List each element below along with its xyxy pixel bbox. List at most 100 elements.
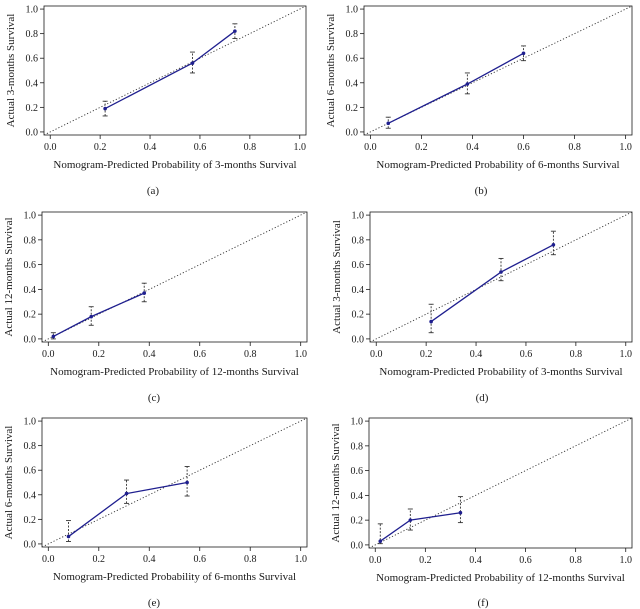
y-tick-label: 1.0 (26, 5, 39, 16)
y-axis-title: Actual 6-months Survival (325, 14, 337, 128)
x-tick-label: 0.0 (369, 555, 382, 566)
x-tick-label: 0.0 (42, 554, 55, 565)
x-tick-label: 0.2 (94, 142, 107, 153)
x-tick-label: 0.6 (519, 555, 532, 566)
x-tick-label: 0.6 (194, 142, 207, 153)
plot-frame (368, 417, 633, 549)
x-axis-title: Nomogram-Predicted Probability of 12-mon… (376, 572, 625, 584)
calibration-point (386, 121, 391, 126)
ideal-reference-line (370, 212, 632, 342)
y-tick-label: 0.6 (24, 466, 37, 477)
ideal-reference-line (42, 418, 307, 547)
calibration-line (104, 30, 236, 110)
y-tick-label: 0.8 (24, 235, 37, 246)
x-tick-label: 1.0 (619, 142, 632, 153)
x-tick-label: 0.2 (93, 554, 106, 565)
panel-label: (b) (475, 185, 488, 197)
calibration-point (124, 491, 129, 496)
panel-label: (d) (476, 392, 489, 404)
calibration-point (378, 539, 383, 543)
y-tick-label: 0.4 (24, 285, 37, 296)
y-tick-label: 0.2 (24, 310, 37, 321)
ideal-reference-line (369, 418, 632, 548)
calibration-point (408, 518, 413, 522)
y-tick-label: 0.6 (352, 260, 365, 271)
y-tick-label: 0.4 (352, 285, 365, 296)
y-tick-label: 0.8 (346, 29, 359, 40)
calibration-point (499, 270, 503, 274)
y-axis-title: Actual 3-months Survival (5, 14, 17, 128)
x-tick-label: 1.0 (294, 554, 307, 565)
x-tick-label: 0.8 (569, 555, 582, 566)
x-tick-label: 0.4 (469, 555, 482, 566)
ideal-reference-line (44, 6, 306, 135)
y-axis-title: Actual 6-months Survival (3, 426, 15, 540)
chart-panel-5: 0.0 0.2 0.4 0.6 0.8 1.0 0.0 0.2 0.4 0.6 0.8 1.0 Nomo… (3, 417, 308, 609)
x-tick-label: 0.4 (144, 142, 157, 153)
y-tick-label: 0.8 (352, 235, 365, 246)
x-axis-title: Nomogram-Predicted Probability of 6-mont… (53, 571, 296, 583)
y-tick-label: 0.2 (26, 103, 39, 114)
calibration-point (551, 243, 556, 247)
plot-frame (41, 211, 308, 343)
x-tick-label: 0.0 (364, 142, 377, 153)
y-tick-label: 0.2 (346, 103, 359, 114)
ideal-reference-line (42, 212, 307, 342)
x-tick-label: 0.8 (568, 142, 581, 153)
plot-frame (43, 5, 307, 136)
x-axis-title: Nomogram-Predicted Probability of 12-mon… (50, 366, 299, 378)
x-tick-label: 0.6 (193, 554, 206, 565)
plot-frame (369, 211, 633, 343)
x-tick-label: 0.0 (42, 349, 55, 360)
x-tick-label: 0.8 (244, 142, 257, 153)
x-tick-label: 0.4 (143, 554, 156, 565)
y-tick-label: 0.0 (351, 540, 364, 551)
y-tick-label: 1.0 (351, 417, 364, 428)
chart-panel-2: 0.0 0.2 0.4 0.6 0.8 1.00.00.20.40.60.81.0Nomo… (325, 5, 633, 197)
x-tick-label: 1.0 (294, 142, 307, 153)
y-tick-label: 0.0 (26, 127, 39, 138)
x-tick-label: 0.4 (143, 349, 156, 360)
calibration-point (142, 291, 147, 295)
y-axis-title: Actual 12-months Survival (3, 217, 15, 336)
x-tick-label: 0.8 (244, 554, 257, 565)
x-tick-label: 0.8 (244, 349, 257, 360)
calibration-point (103, 106, 107, 111)
panel-label: (c) (148, 392, 161, 404)
x-tick-label: 0.2 (419, 555, 432, 566)
y-tick-label: 0.4 (24, 490, 37, 501)
chart-panel-6: 0.0 0.2 0.4 0.6 0.8 1.0 0.0 0.2 0.4 0.6 0.8 1.0 Nomo… (330, 417, 633, 609)
x-tick-label: 0.6 (193, 349, 206, 360)
x-tick-label: 0.6 (517, 142, 530, 153)
x-tick-label: 0.0 (370, 349, 383, 360)
y-axis-title: Actual 12-months Survival (330, 423, 342, 542)
y-tick-label: 0.8 (24, 441, 37, 452)
y-tick-label: 1.0 (24, 211, 37, 222)
calibration-point (458, 510, 463, 515)
chart-panel-4: 0.0 0.2 0.4 0.6 0.8 1.0 0.0 0.2 0.4 0.6 0.8 1.0 Nomo… (331, 211, 633, 404)
calibration-point (66, 534, 71, 539)
y-tick-label: 0.0 (24, 539, 37, 550)
y-tick-label: 1.0 (346, 5, 359, 16)
panel-label: (a) (147, 185, 160, 197)
panel-label: (f) (478, 597, 489, 609)
calibration-line (53, 292, 145, 338)
x-tick-label: 1.0 (619, 555, 632, 566)
y-tick-label: 0.6 (346, 54, 359, 65)
y-tick-label: 0.0 (24, 334, 37, 345)
x-tick-label: 0.8 (570, 349, 583, 360)
panel-label: (e) (148, 597, 161, 609)
chart-panel-3: 0.0 0.2 0.4 0.6 0.8 1.0 0.0 0.2 0.4 0.6 0.8 1.0 Nomo… (3, 211, 308, 404)
plot-frame (41, 417, 308, 548)
x-tick-label: 1.0 (294, 349, 307, 360)
y-tick-label: 0.0 (346, 127, 359, 138)
calibration-point (521, 51, 526, 56)
plot-frame (363, 5, 633, 136)
y-tick-label: 0.8 (351, 441, 364, 452)
y-tick-label: 0.4 (26, 78, 39, 89)
chart-panel-1: 0.0 0.2 0.4 0.6 0.8 1.0 0.0 0.2 0.4 0.6 0.8 1.0 Nomo… (5, 5, 307, 197)
calibration-point (233, 29, 237, 33)
x-tick-label: 0.2 (93, 349, 106, 360)
y-tick-label: 1.0 (352, 211, 365, 222)
